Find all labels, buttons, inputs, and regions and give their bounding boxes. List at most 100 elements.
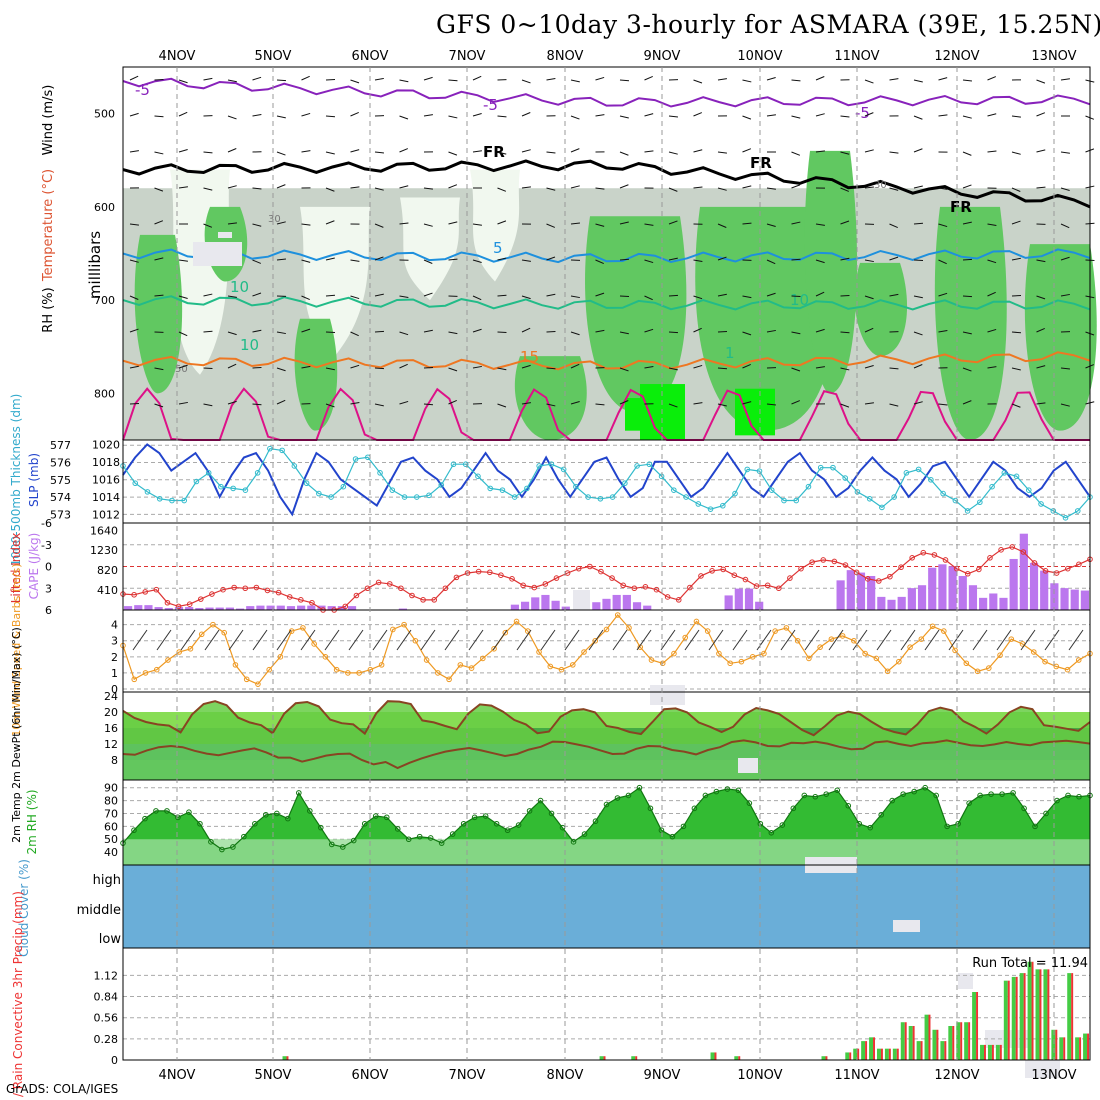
date-label-bottom: 11NOV (834, 1068, 879, 1083)
wind-barb (1060, 78, 1070, 81)
upper-air-tick: 800 (94, 387, 115, 400)
rh-series-point (966, 800, 972, 806)
lifted-index-series-point (698, 573, 704, 579)
lifted-index-series-point (531, 584, 538, 591)
wind-barb (595, 329, 605, 333)
rh-dry-region (400, 197, 460, 301)
precip-total-bar (1075, 1037, 1080, 1060)
wind-barb (962, 79, 973, 82)
rh-series-point (823, 791, 830, 797)
thickness-series-point (303, 480, 310, 487)
wind-barb (448, 367, 458, 372)
wind-barb (178, 401, 188, 405)
wind-barb (374, 403, 384, 407)
wind-speed-series-point (131, 676, 138, 683)
cape-bar (1029, 562, 1039, 610)
wind-speed-series-point (941, 628, 947, 634)
precip-convective-bar (1039, 969, 1042, 1060)
wind-barb (1036, 186, 1046, 189)
wind-barb (1060, 403, 1070, 407)
wind-speed-series-point (659, 660, 666, 667)
cloud-block (1025, 1060, 1060, 1078)
wind-barb (1011, 151, 1021, 155)
wind-speed-series-point (345, 670, 351, 676)
lifted-index-series-point (231, 584, 237, 591)
wind-barb (693, 364, 703, 369)
rh-series-point (900, 791, 906, 797)
wind-barb (374, 293, 384, 297)
wind-barb (840, 115, 850, 118)
thickness-series-point (744, 466, 751, 473)
wind-speed-series-point (536, 649, 542, 655)
wind-barb (301, 150, 311, 153)
cape-bar (347, 606, 357, 610)
wind-barb (644, 328, 654, 333)
date-label-top: 4NOV (159, 49, 196, 64)
rh-series-point (922, 784, 928, 791)
wind-barb (472, 150, 482, 153)
wind-barb (791, 258, 801, 261)
lifted-index-series-point (242, 585, 249, 592)
rh-series-point (197, 820, 203, 827)
wind-barb (644, 223, 654, 226)
cape-bar (520, 601, 530, 610)
upper-air-ylabel: milllibars (86, 231, 104, 299)
rh-series-point (383, 814, 390, 821)
cape-bar (1040, 570, 1049, 610)
lifted-index-series-point (820, 557, 827, 563)
cape-bar (744, 588, 754, 610)
contour-label: 50 (175, 364, 188, 375)
wind-barb-10m (444, 629, 460, 651)
wind-barb (864, 259, 874, 263)
wind-barb-10m (300, 629, 316, 651)
contour-label: 30 (268, 214, 281, 225)
wind-barb (423, 403, 434, 406)
thickness-series-point (267, 445, 273, 452)
lifted-index-series-point (720, 566, 727, 573)
wind-speed-series-point (558, 666, 565, 673)
thickness-series-point (695, 501, 702, 507)
temperature-tick: 16 (104, 722, 118, 735)
wind-barb (889, 293, 899, 297)
rh-panel-label: 2m RH (%) (25, 789, 39, 854)
wind-barb (913, 185, 923, 189)
precip-convective-bar (896, 1048, 899, 1060)
lifted-index-series-point (920, 549, 927, 556)
cape-bar (154, 607, 163, 610)
wind-barb (693, 112, 703, 117)
rh-series-point (779, 822, 786, 828)
wind-barb (546, 367, 556, 370)
lifted-index-series-point (309, 599, 315, 606)
thickness-series-point (707, 506, 714, 512)
cape-bar (612, 594, 621, 610)
wind-barb (276, 399, 286, 405)
thickness-series-point (560, 466, 567, 473)
thickness-series-point (218, 483, 224, 490)
rh-series-point (142, 815, 148, 822)
wind-barb (203, 187, 213, 191)
wind-barb (840, 331, 850, 334)
rh-series-point (581, 831, 588, 837)
rh-series-line (122, 786, 1091, 851)
wind-barb (742, 79, 752, 83)
wind-speed-series-point (592, 637, 599, 644)
lifted-index-series-point (342, 603, 349, 610)
thickness-series-point (1074, 508, 1081, 514)
rh-series-point (603, 801, 610, 808)
wind-barb (1011, 187, 1021, 192)
rh-series-point (471, 814, 478, 821)
wind-barb-10m (900, 629, 916, 651)
wind-barb (423, 76, 433, 81)
thickness-series-point (952, 497, 959, 504)
cape-bar (948, 566, 957, 610)
wind-barb (374, 77, 384, 81)
rh-series-point (790, 805, 797, 812)
wind-speed-series-point (1008, 636, 1015, 642)
wind-barb (448, 184, 458, 189)
thickness-series-point (426, 492, 432, 499)
contour-label: FR (750, 154, 772, 172)
wind-speed-series-point (603, 626, 610, 633)
wind-barb (717, 151, 727, 154)
rh-series-point (482, 813, 489, 819)
wind-barb (693, 295, 703, 300)
